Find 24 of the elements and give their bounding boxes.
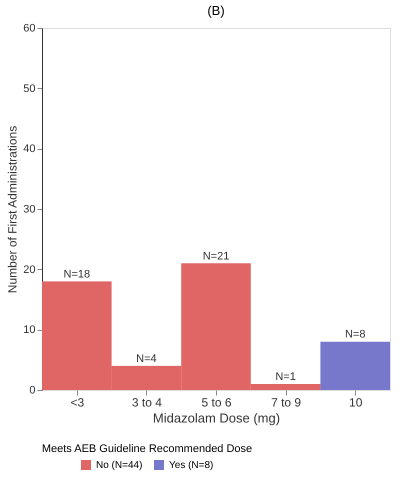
- x-axis-title: Midazolam Dose (mg): [152, 410, 280, 426]
- bar: [320, 342, 390, 390]
- data-label: N=4: [136, 352, 157, 365]
- y-tick-label: 10: [23, 324, 36, 336]
- y-tick-label: 0: [29, 384, 36, 396]
- legend-label: Yes (N=8): [169, 460, 214, 471]
- y-tick-label: 60: [23, 22, 36, 34]
- data-label: N=1: [275, 370, 296, 383]
- data-label: N=21: [202, 250, 230, 262]
- x-tick-label: 5 to 6: [201, 396, 232, 410]
- x-tick-label: 3 to 4: [132, 396, 162, 410]
- data-label: N=18: [63, 268, 90, 280]
- y-tick-label: 20: [23, 264, 36, 276]
- x-tick-label: 7 to 9: [271, 396, 302, 410]
- legend-label: No (N=44): [96, 460, 142, 471]
- y-tick-label: 50: [23, 82, 36, 95]
- chart-title: (B): [207, 3, 225, 18]
- x-tick-label: 10: [349, 396, 363, 410]
- x-tick-label: <3: [70, 396, 84, 410]
- y-tick-label: 40: [23, 143, 36, 156]
- data-label: N=8: [344, 328, 366, 341]
- legend-title: Meets AEB Guideline Recommended Dose: [42, 443, 252, 455]
- y-axis-title: Number of First Administrations: [5, 126, 20, 294]
- y-tick-label: 30: [23, 204, 36, 216]
